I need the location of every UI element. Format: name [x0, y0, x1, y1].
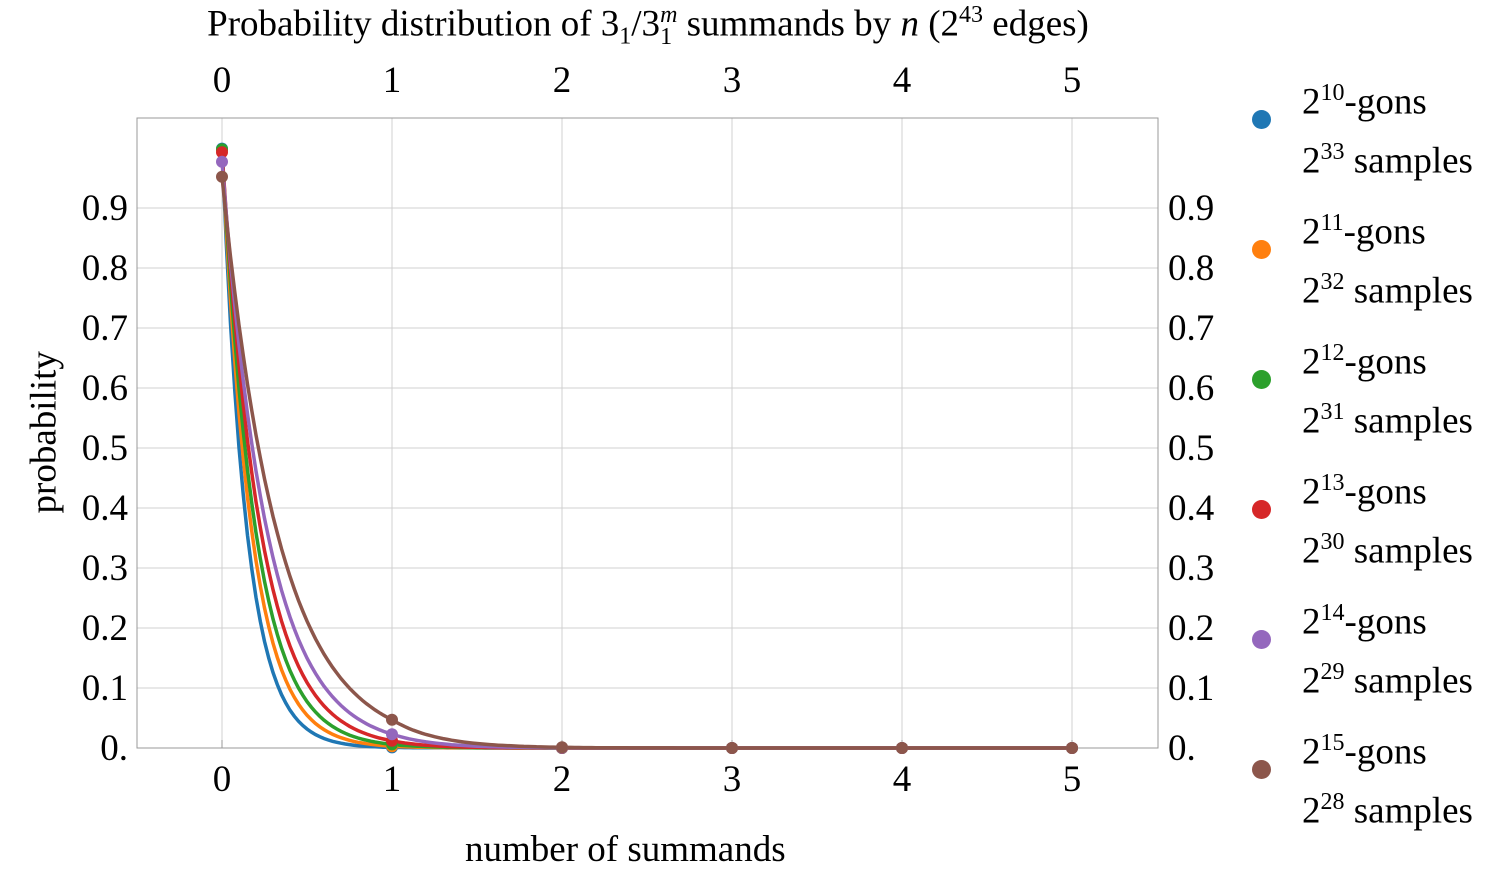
series-line-13: [220, 152, 1072, 750]
legend-marker: [1252, 630, 1271, 649]
title-sup: m: [660, 2, 678, 28]
legend-samples: samples: [1344, 270, 1473, 312]
y-tick-label-right: 0.: [1168, 728, 1196, 769]
legend-marker: [1252, 240, 1271, 259]
data-point-15: [556, 741, 568, 754]
data-point-15: [726, 741, 738, 754]
y-tick-label-right: 0.5: [1168, 428, 1214, 469]
y-tick-label-left: 0.6: [82, 368, 128, 409]
legend-samples-exp: 33: [1320, 139, 1345, 166]
data-point-15: [386, 713, 398, 726]
y-tick-label-left: 0.8: [82, 248, 128, 289]
plot-frame: [136, 117, 1159, 749]
y-tick-label-right: 0.9: [1168, 188, 1214, 229]
legend-gons-exp: 15: [1320, 730, 1345, 756]
legend-marker: [1252, 500, 1271, 519]
legend-gons: -gons: [1344, 341, 1427, 383]
x-tick-label-bottom: 3: [723, 759, 742, 800]
legend-samples-exp: 32: [1320, 269, 1345, 296]
legend-gons: -gons: [1344, 601, 1427, 643]
title-text: (2: [918, 3, 960, 45]
legend-label: 214-gons 229 samples: [1302, 600, 1473, 702]
title-text: Probability distribution of 3: [207, 3, 620, 45]
y-tick-label-right: 0.4: [1168, 488, 1214, 529]
y-tick-label-left: 0.1: [82, 668, 128, 709]
y-axis-label: probability: [23, 351, 65, 514]
legend-samples-exp: 31: [1320, 399, 1345, 426]
data-point-13: [216, 146, 228, 159]
chart-title: Probability distribution of 31/31m summa…: [0, 2, 1296, 51]
y-tick-label-left: 0.3: [82, 548, 128, 589]
legend-gons-exp: 13: [1320, 470, 1345, 496]
y-tick-label-left: 0.5: [82, 428, 128, 469]
legend-samples: samples: [1344, 140, 1473, 182]
series-line-11: [220, 149, 1072, 750]
y-tick-label-right: 0.6: [1168, 368, 1214, 409]
x-tick-label-top: 0: [213, 60, 232, 101]
title-text: edges): [983, 3, 1089, 45]
y-tick-label-right: 0.3: [1168, 548, 1214, 589]
title-sup: 43: [959, 2, 984, 28]
legend-gons-exp: 12: [1320, 340, 1345, 366]
y-tick-label-right: 0.1: [1168, 668, 1214, 709]
legend-samples: samples: [1344, 790, 1473, 832]
legend-samples: samples: [1344, 530, 1473, 572]
legend-samples-exp: 28: [1320, 789, 1345, 816]
title-subsup: 1: [660, 24, 672, 50]
y-tick-label-right: 0.7: [1168, 308, 1214, 349]
legend-samples-exp: 29: [1320, 659, 1345, 686]
legend-marker: [1252, 110, 1271, 129]
legend-label: 215-gons 228 samples: [1302, 730, 1473, 832]
series-line-14: [220, 161, 1072, 750]
legend-label: 213-gons 230 samples: [1302, 470, 1473, 572]
legend-samples-exp: 30: [1320, 529, 1345, 556]
x-tick-label-bottom: 1: [383, 759, 402, 800]
legend-label: 210-gons 233 samples: [1302, 80, 1473, 182]
y-tick-label-left: 0.2: [82, 608, 128, 649]
y-tick-label-right: 0.2: [1168, 608, 1214, 649]
legend-label: 211-gons 232 samples: [1302, 210, 1473, 312]
data-point-14: [216, 155, 228, 168]
x-tick-label-top: 1: [383, 60, 402, 101]
title-var: n: [900, 3, 919, 45]
legend-gons: -gons: [1344, 731, 1427, 773]
legend-gons-exp: 11: [1320, 210, 1344, 236]
x-tick-label-bottom: 2: [553, 759, 572, 800]
y-tick-label-left: 0.: [100, 728, 128, 769]
legend-gons-exp: 14: [1320, 600, 1345, 626]
x-tick-label-top: 3: [723, 60, 742, 101]
series-line-15: [220, 176, 1072, 750]
legend-samples: samples: [1344, 400, 1473, 442]
data-point-14: [386, 728, 398, 741]
legend-marker: [1252, 370, 1271, 389]
series-line-12: [220, 149, 1072, 750]
title-sub: 1: [660, 23, 673, 50]
title-text: /3: [631, 3, 661, 45]
x-tick-label-top: 5: [1063, 60, 1082, 101]
title-sub: 1: [619, 23, 632, 50]
legend-marker: [1252, 760, 1271, 779]
y-tick-label-left: 0.7: [82, 308, 128, 349]
x-tick-label-top: 4: [893, 60, 912, 101]
x-tick-label-top: 2: [553, 60, 572, 101]
legend-gons: -gons: [1344, 471, 1427, 513]
legend-gons: -gons: [1344, 81, 1427, 123]
data-point-15: [1066, 742, 1078, 754]
title-text: summands by: [677, 3, 901, 45]
y-tick-label-left: 0.4: [82, 488, 128, 529]
data-point-15: [216, 170, 228, 183]
legend-gons-exp: 10: [1320, 80, 1345, 106]
legend-samples: samples: [1344, 660, 1473, 702]
legend-label: 212-gons 231 samples: [1302, 340, 1473, 442]
y-tick-label-left: 0.9: [82, 188, 128, 229]
x-axis-label: number of summands: [465, 829, 786, 870]
x-tick-label-bottom: 0: [213, 759, 232, 800]
x-tick-label-bottom: 5: [1063, 759, 1082, 800]
y-tick-label-right: 0.8: [1168, 248, 1214, 289]
x-tick-label-bottom: 4: [893, 759, 912, 800]
legend-gons: -gons: [1343, 211, 1426, 253]
data-point-15: [896, 742, 908, 754]
